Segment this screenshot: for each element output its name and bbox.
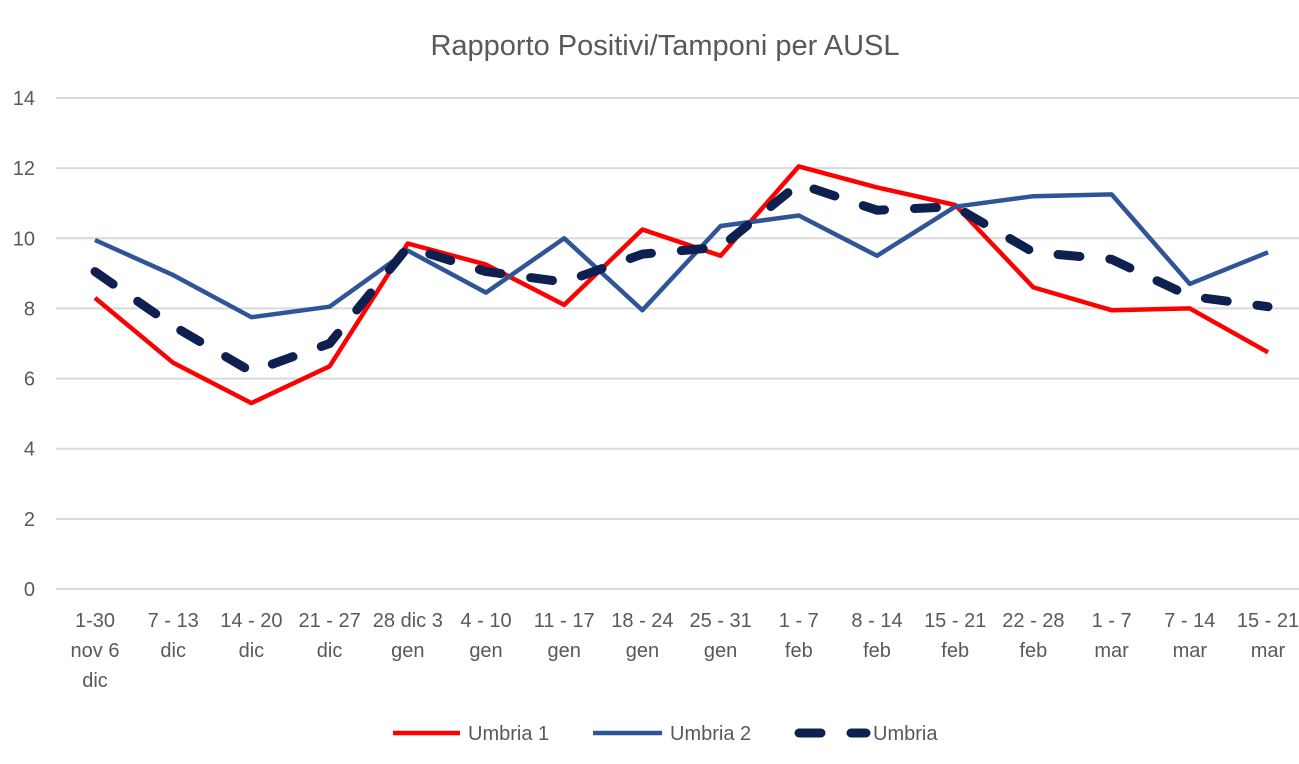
x-tick-label: feb bbox=[1019, 640, 1047, 662]
legend-label: Umbria 1 bbox=[468, 723, 549, 745]
x-tick-label: 8 - 14 bbox=[851, 610, 902, 632]
x-tick-label: 14 - 20 bbox=[220, 610, 282, 632]
legend-label: Umbria bbox=[873, 723, 938, 745]
x-tick-label: gen bbox=[626, 640, 659, 662]
y-tick-label: 10 bbox=[13, 228, 35, 250]
x-tick-label: feb bbox=[941, 640, 969, 662]
x-tick-label: dic bbox=[160, 640, 186, 662]
x-tick-label: dic bbox=[317, 640, 343, 662]
y-tick-label: 2 bbox=[24, 509, 35, 531]
x-tick-label: dic bbox=[82, 670, 108, 692]
y-tick-label: 4 bbox=[24, 439, 35, 461]
x-tick-label: gen bbox=[391, 640, 424, 662]
x-tick-label: 28 dic 3 bbox=[373, 610, 443, 632]
y-axis-tick-labels: 0 2 4 6 8 10 12 14 bbox=[13, 88, 35, 601]
y-tick-label: 14 bbox=[13, 88, 35, 110]
x-tick-label: 1 - 7 bbox=[1092, 610, 1132, 632]
x-tick-label: 21 - 27 bbox=[298, 610, 360, 632]
x-tick-label: feb bbox=[785, 640, 813, 662]
chart-title: Rapporto Positivi/Tamponi per AUSL bbox=[430, 30, 899, 62]
gridlines bbox=[56, 97, 1299, 590]
legend-label: Umbria 2 bbox=[670, 723, 751, 745]
y-tick-label: 12 bbox=[13, 158, 35, 180]
x-tick-label: 11 - 17 bbox=[534, 610, 595, 632]
x-axis-tick-labels: 1-30 nov 6 dic 7 - 13 dic 14 - 20 dic 21 - 27 di… bbox=[71, 610, 1299, 692]
y-tick-label: 6 bbox=[24, 369, 35, 391]
series-lines bbox=[90, 164, 1273, 406]
x-tick-label: feb bbox=[863, 640, 891, 662]
y-tick-label: 0 bbox=[24, 579, 35, 601]
x-tick-label: 22 - 28 bbox=[1002, 610, 1064, 632]
y-tick-label: 8 bbox=[24, 298, 35, 320]
x-tick-label: mar bbox=[1094, 640, 1129, 662]
x-tick-label: 7 - 14 bbox=[1164, 610, 1215, 632]
x-tick-label: mar bbox=[1173, 640, 1208, 662]
x-tick-label: 15 - 21 bbox=[924, 610, 986, 632]
x-tick-label: dic bbox=[239, 640, 265, 662]
x-tick-label: 15 - 21 bbox=[1237, 610, 1299, 632]
x-tick-label: 1 - 7 bbox=[779, 610, 819, 632]
series-line-umbria bbox=[90, 179, 1273, 377]
x-tick-label: gen bbox=[548, 640, 581, 662]
x-tick-label: gen bbox=[704, 640, 737, 662]
x-tick-label: 18 - 24 bbox=[611, 610, 673, 632]
x-tick-label: 1-30 bbox=[75, 610, 115, 632]
x-tick-label: 25 - 31 bbox=[689, 610, 751, 632]
x-tick-label: mar bbox=[1251, 640, 1286, 662]
x-tick-label: nov 6 bbox=[71, 640, 120, 662]
series-line-umbria-2 bbox=[94, 192, 1269, 320]
series-line-umbria-1 bbox=[93, 164, 1270, 406]
x-tick-label: 4 - 10 bbox=[460, 610, 511, 632]
x-tick-label: 7 - 13 bbox=[148, 610, 199, 632]
legend: Umbria 1 Umbria 2 Umbria bbox=[393, 723, 938, 745]
x-tick-label: gen bbox=[469, 640, 502, 662]
